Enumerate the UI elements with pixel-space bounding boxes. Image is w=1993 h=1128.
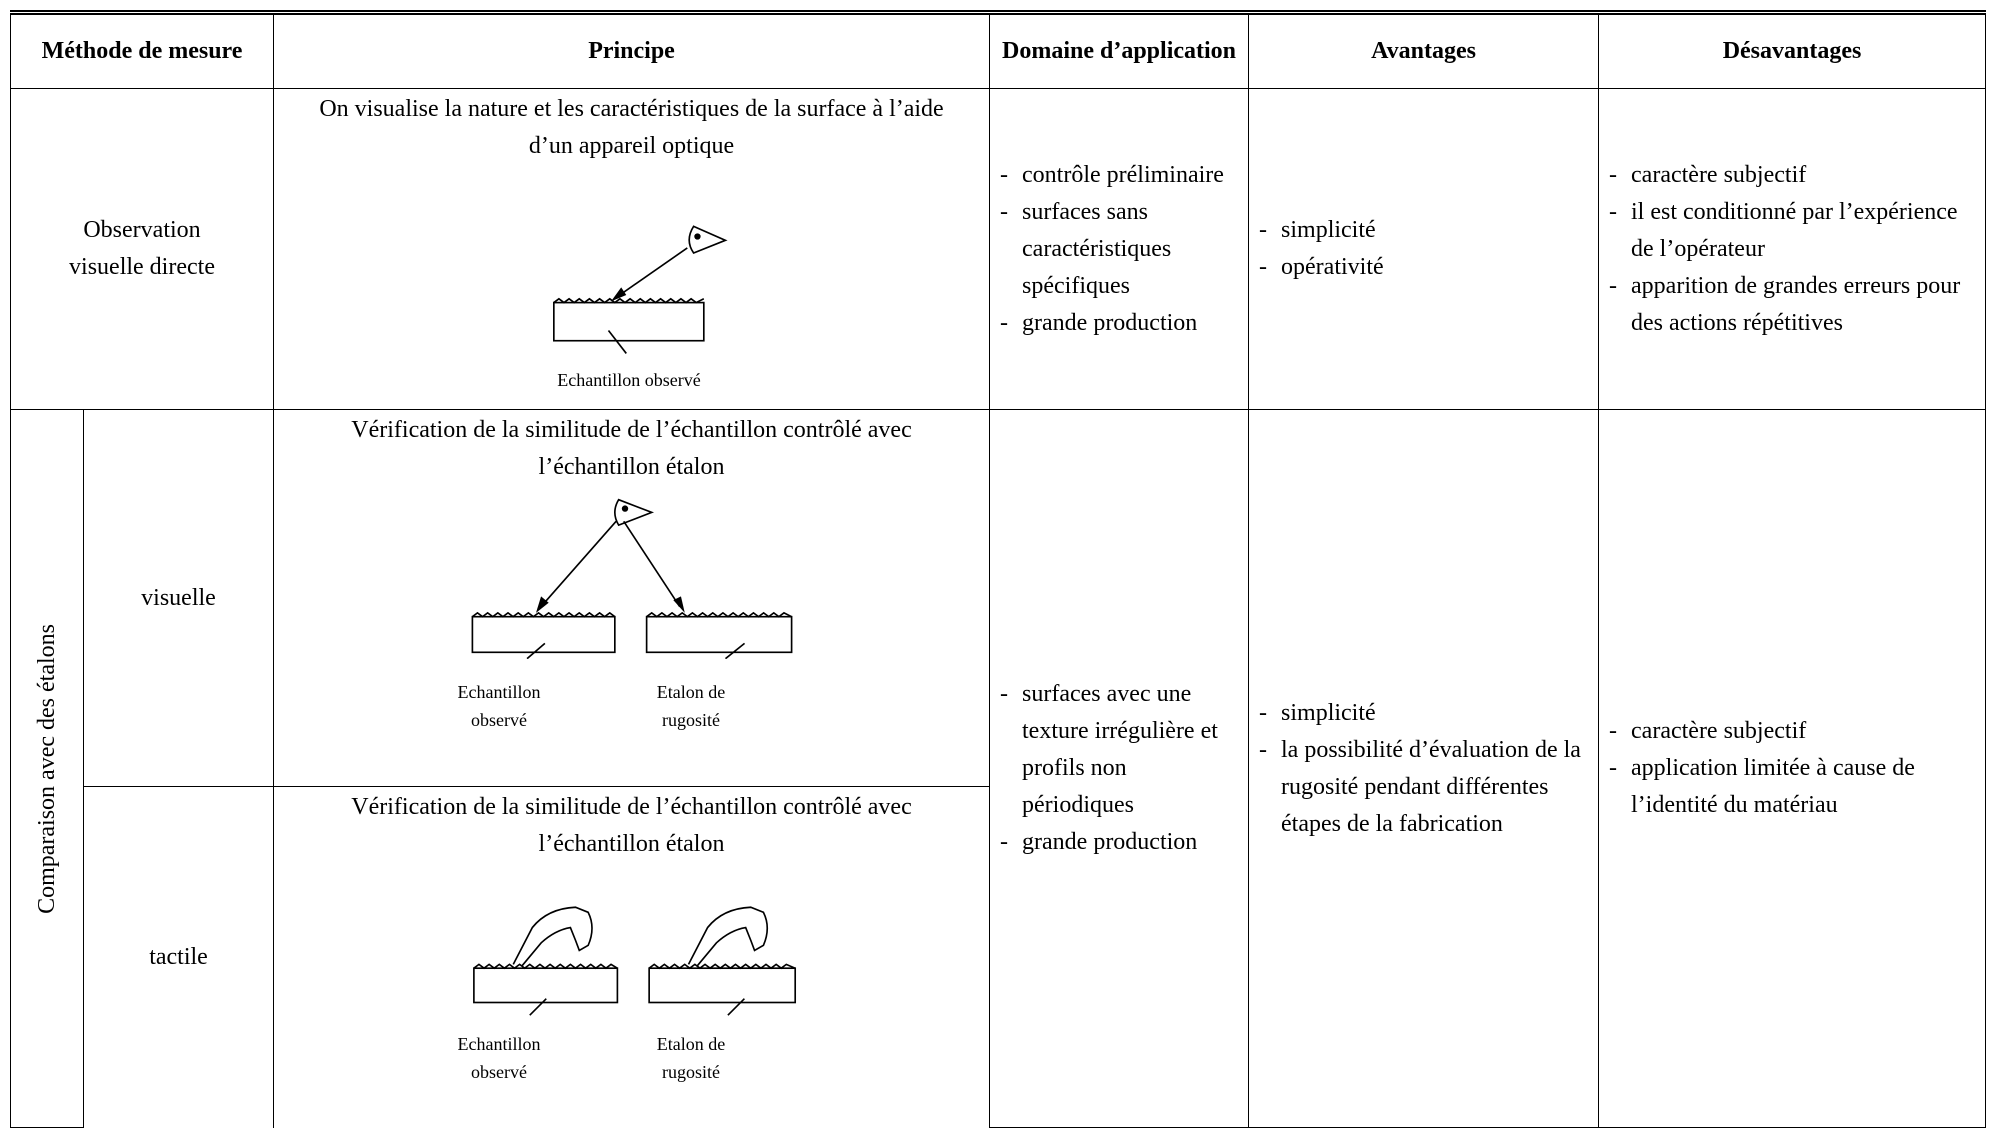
figure-label: Echantillon observé xyxy=(457,682,541,730)
list-item: surfaces sans caractéristiques spécifiqu… xyxy=(1000,194,1238,305)
figure-label: Echantillon observé xyxy=(557,370,701,390)
list-item: contrôle préliminaire xyxy=(1000,157,1238,194)
header-row: Méthode de mesure Principe Domaine d’app… xyxy=(9,10,1987,89)
row: Comparaison avec des étalons visuelle Vé… xyxy=(10,409,1987,1128)
principle-text: Vérification de la similitude de l’échan… xyxy=(351,794,912,857)
header-cell: Méthode de mesure xyxy=(9,10,275,89)
list-item: il est conditionné par l’expérience de l… xyxy=(1609,194,1965,268)
figure-label: Etalon de rugosité xyxy=(656,1034,726,1082)
domain-cell: surfaces avec une texture irrégulière et… xyxy=(989,409,1250,1128)
disadvantages-cell: caractère subjectif il est conditionné p… xyxy=(1598,88,1987,410)
list-item: simplicité xyxy=(1259,695,1588,732)
group-cell: Comparaison avec des étalons xyxy=(10,409,84,1128)
comparison-table: Méthode de mesure Principe Domaine d’app… xyxy=(9,10,1987,1128)
advantages-cell: simplicité la possibilité d’évaluation d… xyxy=(1248,409,1600,1128)
list-item: apparition de grandes erreurs pour des a… xyxy=(1609,268,1965,342)
figure xyxy=(473,906,797,1016)
principle-cell: On visualise la nature et les caractéris… xyxy=(273,88,991,410)
principle-text: On visualise la nature et les caractéris… xyxy=(319,96,944,159)
list-item: opérativité xyxy=(1259,249,1588,286)
list-item: la possibilité d’évaluation de la rugosi… xyxy=(1259,732,1588,843)
method-cell: tactile xyxy=(82,786,275,1128)
header-cell: Domaine d’application xyxy=(989,10,1250,89)
list-item: application limitée à cause de l’identit… xyxy=(1609,750,1965,824)
header-cell: Principe xyxy=(273,10,991,89)
header-cell: Avantages xyxy=(1248,10,1600,89)
principle-cell: Vérification de la similitude de l’échan… xyxy=(273,786,991,1128)
disadvantages-cell: caractère subjectif application limitée … xyxy=(1598,409,1987,1128)
domain-cell: contrôle préliminaire surfaces sans cara… xyxy=(989,88,1250,410)
header-cell: Désavantages xyxy=(1598,10,1987,89)
figure xyxy=(471,498,793,659)
method-cell: visuelle xyxy=(82,409,275,787)
list-item: surfaces avec une texture irrégulière et… xyxy=(1000,676,1238,824)
principle-text: Vérification de la similitude de l’échan… xyxy=(351,417,912,480)
row: tactile Vérification de la similitude de… xyxy=(11,786,1986,1128)
list-item: simplicité xyxy=(1259,212,1588,249)
list-item: grande production xyxy=(1000,824,1238,861)
list-item: caractère subjectif xyxy=(1609,713,1965,750)
row: Observation visuelle directe On visualis… xyxy=(9,88,1987,410)
figure xyxy=(553,225,728,354)
principle-cell: Vérification de la similitude de l’échan… xyxy=(273,409,991,787)
advantages-cell: simplicité opérativité xyxy=(1248,88,1600,410)
list-item: caractère subjectif xyxy=(1609,157,1965,194)
list-item: grande production xyxy=(1000,305,1238,342)
group-label: Comparaison avec des étalons xyxy=(33,623,60,914)
figure-label: Echantillon observé xyxy=(457,1034,541,1082)
figure-label: Etalon de rugosité xyxy=(656,682,726,730)
method-cell: Observation visuelle directe xyxy=(9,88,275,410)
